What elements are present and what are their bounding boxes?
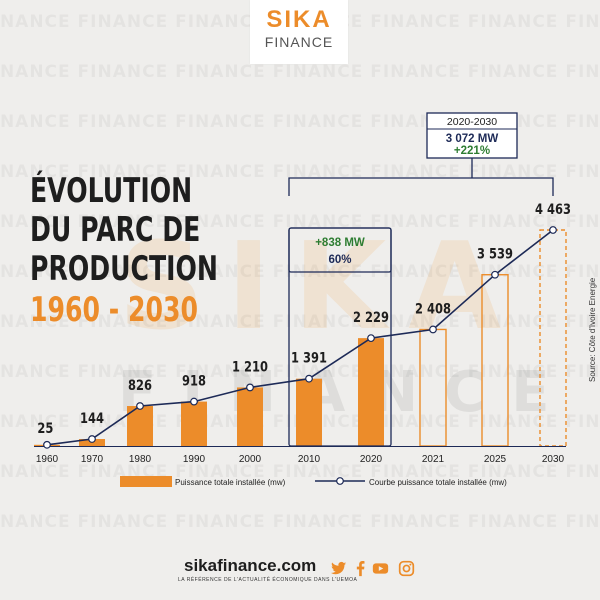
logo-sub: FINANCE [264,34,334,50]
twitter-icon[interactable] [330,560,347,577]
bar-2020 [358,338,384,446]
watermark-sika: SIKA [118,218,523,357]
value-label-1980: 826 [128,378,152,394]
annotation-pct-2020-2030: +221% [454,145,490,157]
bar-2030 [539,229,567,447]
curve-point-2000 [246,383,254,392]
bar-1990 [181,401,207,446]
curve-point-2010 [305,374,313,383]
tick-label-1970: 1970 [81,454,104,465]
value-label-1970: 144 [80,411,104,427]
value-label-1960: 25 [37,421,53,437]
value-label-1990: 918 [182,374,206,390]
curve-point-2021 [429,325,437,334]
value-label-2025: 3 539 [477,247,513,263]
tick-label-1980: 1980 [129,454,152,465]
annotation-pct-2010-2020: 60% [328,254,351,266]
tick-label-2030: 2030 [542,454,565,465]
curve-point-1980 [136,402,144,410]
title-period: 1960 - 2030 [30,290,199,330]
legend-swatch-point [336,477,344,485]
bar-2010 [296,378,322,446]
tick-label-2010: 2010 [298,454,321,465]
youtube-icon[interactable] [372,560,389,577]
texture-row: FINANCE FINANCE FINANCE FINANCE FINANCE … [0,312,600,332]
curve-point-1960 [43,440,51,449]
instagram-icon[interactable] [398,560,415,577]
source-note: Source: Côte d'Ivoire Energie [588,277,597,382]
bar-2021 [419,328,447,447]
bar-2000 [237,387,263,446]
title-line-2: DU PARC DE [30,210,201,250]
tick-label-2025: 2025 [484,454,507,465]
annotation-mw-2010-2020: +838 MW [315,237,365,249]
value-label-2020: 2 229 [353,310,389,326]
tick-label-1990: 1990 [183,454,206,465]
bracket-2020-2030 [288,177,554,196]
annotation-box-2010-2020 [288,227,392,273]
texture-row: FINANCE FINANCE FINANCE FINANCE FINANCE … [0,512,600,532]
page-title: ÉVOLUTION DU PARC DE PRODUCTION 1960 - 2… [30,172,250,331]
curve-point-2025 [491,270,499,279]
curve-line [46,229,554,446]
curve-point-1970 [88,435,96,443]
legend-swatch-bar [120,476,172,487]
texture-row: FINANCE FINANCE FINANCE FINANCE FINANCE … [0,362,600,382]
facebook-icon[interactable] [352,560,369,577]
legend-label-bar: Puissance totale installée (mw) [175,478,286,487]
curve-point-1990 [190,397,198,406]
value-label-2000: 1 210 [232,359,268,375]
tick-label-2021: 2021 [422,454,445,465]
logo-name: SIKA [266,6,332,33]
annotation-mw-2020-2030: 3 072 MW [446,133,499,145]
bar-2025 [481,274,509,447]
value-label-2030: 4 463 [535,202,571,218]
logo: SIKA FINANCE [250,0,348,64]
footer: sikafinance.com LA RÉFÉRENCE DE L'ACTUAL… [0,556,600,586]
legend-label-line: Courbe puissance totale installée (mw) [369,478,507,487]
tick-label-1960: 1960 [36,454,59,465]
tick-label-2000: 2000 [239,454,262,465]
curve-point-2030 [549,226,557,234]
site-url[interactable]: sikafinance.com [184,556,317,575]
title-line-1: ÉVOLUTION [30,171,193,211]
value-label-2021: 2 408 [415,301,451,317]
texture-row: FINANCE FINANCE FINANCE FINANCE FINANCE … [0,212,600,232]
texture-row: FINANCE FINANCE FINANCE FINANCE FINANCE … [0,162,600,182]
curve-point-2020 [367,334,375,343]
annotation-header-2020-2030: 2020-2030 [447,116,497,128]
title-line-3: PRODUCTION [30,249,218,289]
value-label-2010: 1 391 [291,351,327,367]
tagline: LA RÉFÉRENCE DE L'ACTUALITÉ ÉCONOMIQUE D… [178,577,358,583]
tick-label-2020: 2020 [360,454,383,465]
texture-row: FINANCE FINANCE FINANCE FINANCE FINANCE … [0,62,600,82]
annotation-box-2020-2030 [426,112,518,159]
